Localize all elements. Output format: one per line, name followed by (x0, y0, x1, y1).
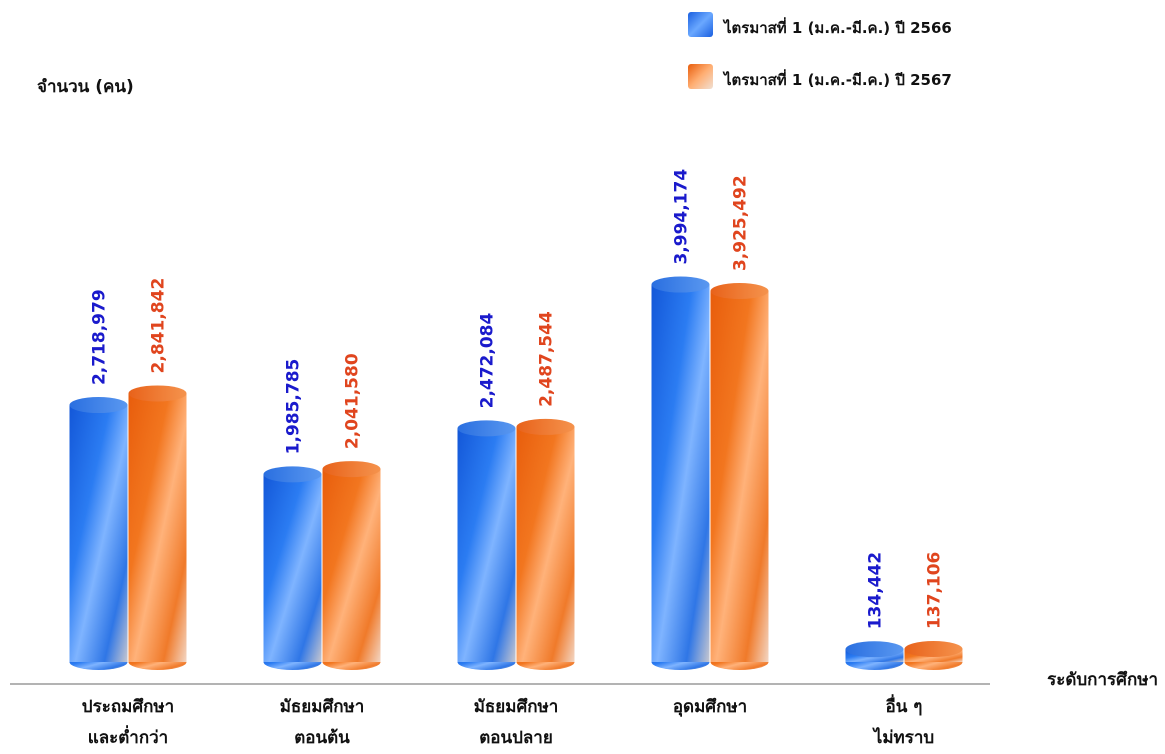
bar-2566-1[interactable] (264, 466, 322, 670)
x-axis-title: ระดับการศึกษา (1047, 670, 1158, 690)
category-label-line: ตอนปลาย (479, 728, 553, 748)
bar-2567-0[interactable] (129, 385, 187, 670)
bar-2567-4[interactable] (905, 641, 963, 670)
bar-2566-4[interactable] (846, 641, 904, 670)
legend-item-2567[interactable]: ไตรมาสที่ 1 (ม.ค.-มี.ค.) ปี 2567 (688, 64, 952, 89)
category-label-line: อุดมศึกษา (673, 697, 747, 717)
y-axis-title: จำนวน (คน) (37, 77, 134, 97)
value-label-2566-1: 1,985,785 (284, 359, 304, 455)
bars-layer (70, 277, 963, 670)
value-label-2567-2: 2,487,544 (537, 311, 557, 407)
value-label-2566-2: 2,472,084 (478, 313, 498, 409)
category-label-4: อื่น ๆไม่ทราบ (872, 694, 934, 748)
bar-2566-0[interactable] (70, 397, 128, 670)
bar-2566-2[interactable] (458, 420, 516, 670)
value-label-2567-1: 2,041,580 (343, 353, 363, 449)
legend-label-2566: ไตรมาสที่ 1 (ม.ค.-มี.ค.) ปี 2566 (722, 17, 952, 37)
category-labels-layer: ประถมศึกษาและต่ำกว่ามัธยมศึกษาตอนต้นมัธย… (82, 694, 934, 748)
category-label-line: ประถมศึกษา (82, 697, 174, 717)
legend-swatch-blue (688, 12, 713, 37)
category-label-line: ไม่ทราบ (872, 727, 934, 748)
bar-2567-2[interactable] (517, 419, 575, 670)
value-label-2567-4: 137,106 (925, 552, 945, 629)
category-label-line: ตอนต้น (294, 728, 350, 748)
legend: ไตรมาสที่ 1 (ม.ค.-มี.ค.) ปี 2566 ไตรมาสท… (688, 12, 952, 89)
category-label-line: อื่น ๆ (886, 694, 923, 717)
value-label-2566-3: 3,994,174 (672, 169, 692, 265)
value-label-2566-0: 2,718,979 (90, 289, 110, 385)
category-label-line: มัธยมศึกษา (474, 697, 559, 717)
legend-label-2567: ไตรมาสที่ 1 (ม.ค.-มี.ค.) ปี 2567 (722, 69, 952, 89)
value-label-2567-3: 3,925,492 (731, 175, 751, 271)
category-label-line: มัธยมศึกษา (280, 697, 365, 717)
value-label-2566-4: 134,442 (866, 552, 886, 629)
category-label-3: อุดมศึกษา (673, 697, 747, 717)
legend-swatch-orange (688, 64, 713, 89)
bar-2567-3[interactable] (711, 283, 769, 670)
bar-2567-1[interactable] (323, 461, 381, 670)
bar-2566-3[interactable] (652, 277, 710, 670)
value-label-2567-0: 2,841,842 (149, 278, 169, 374)
category-label-line: และต่ำกว่า (88, 725, 168, 748)
legend-item-2566[interactable]: ไตรมาสที่ 1 (ม.ค.-มี.ค.) ปี 2566 (688, 12, 952, 37)
